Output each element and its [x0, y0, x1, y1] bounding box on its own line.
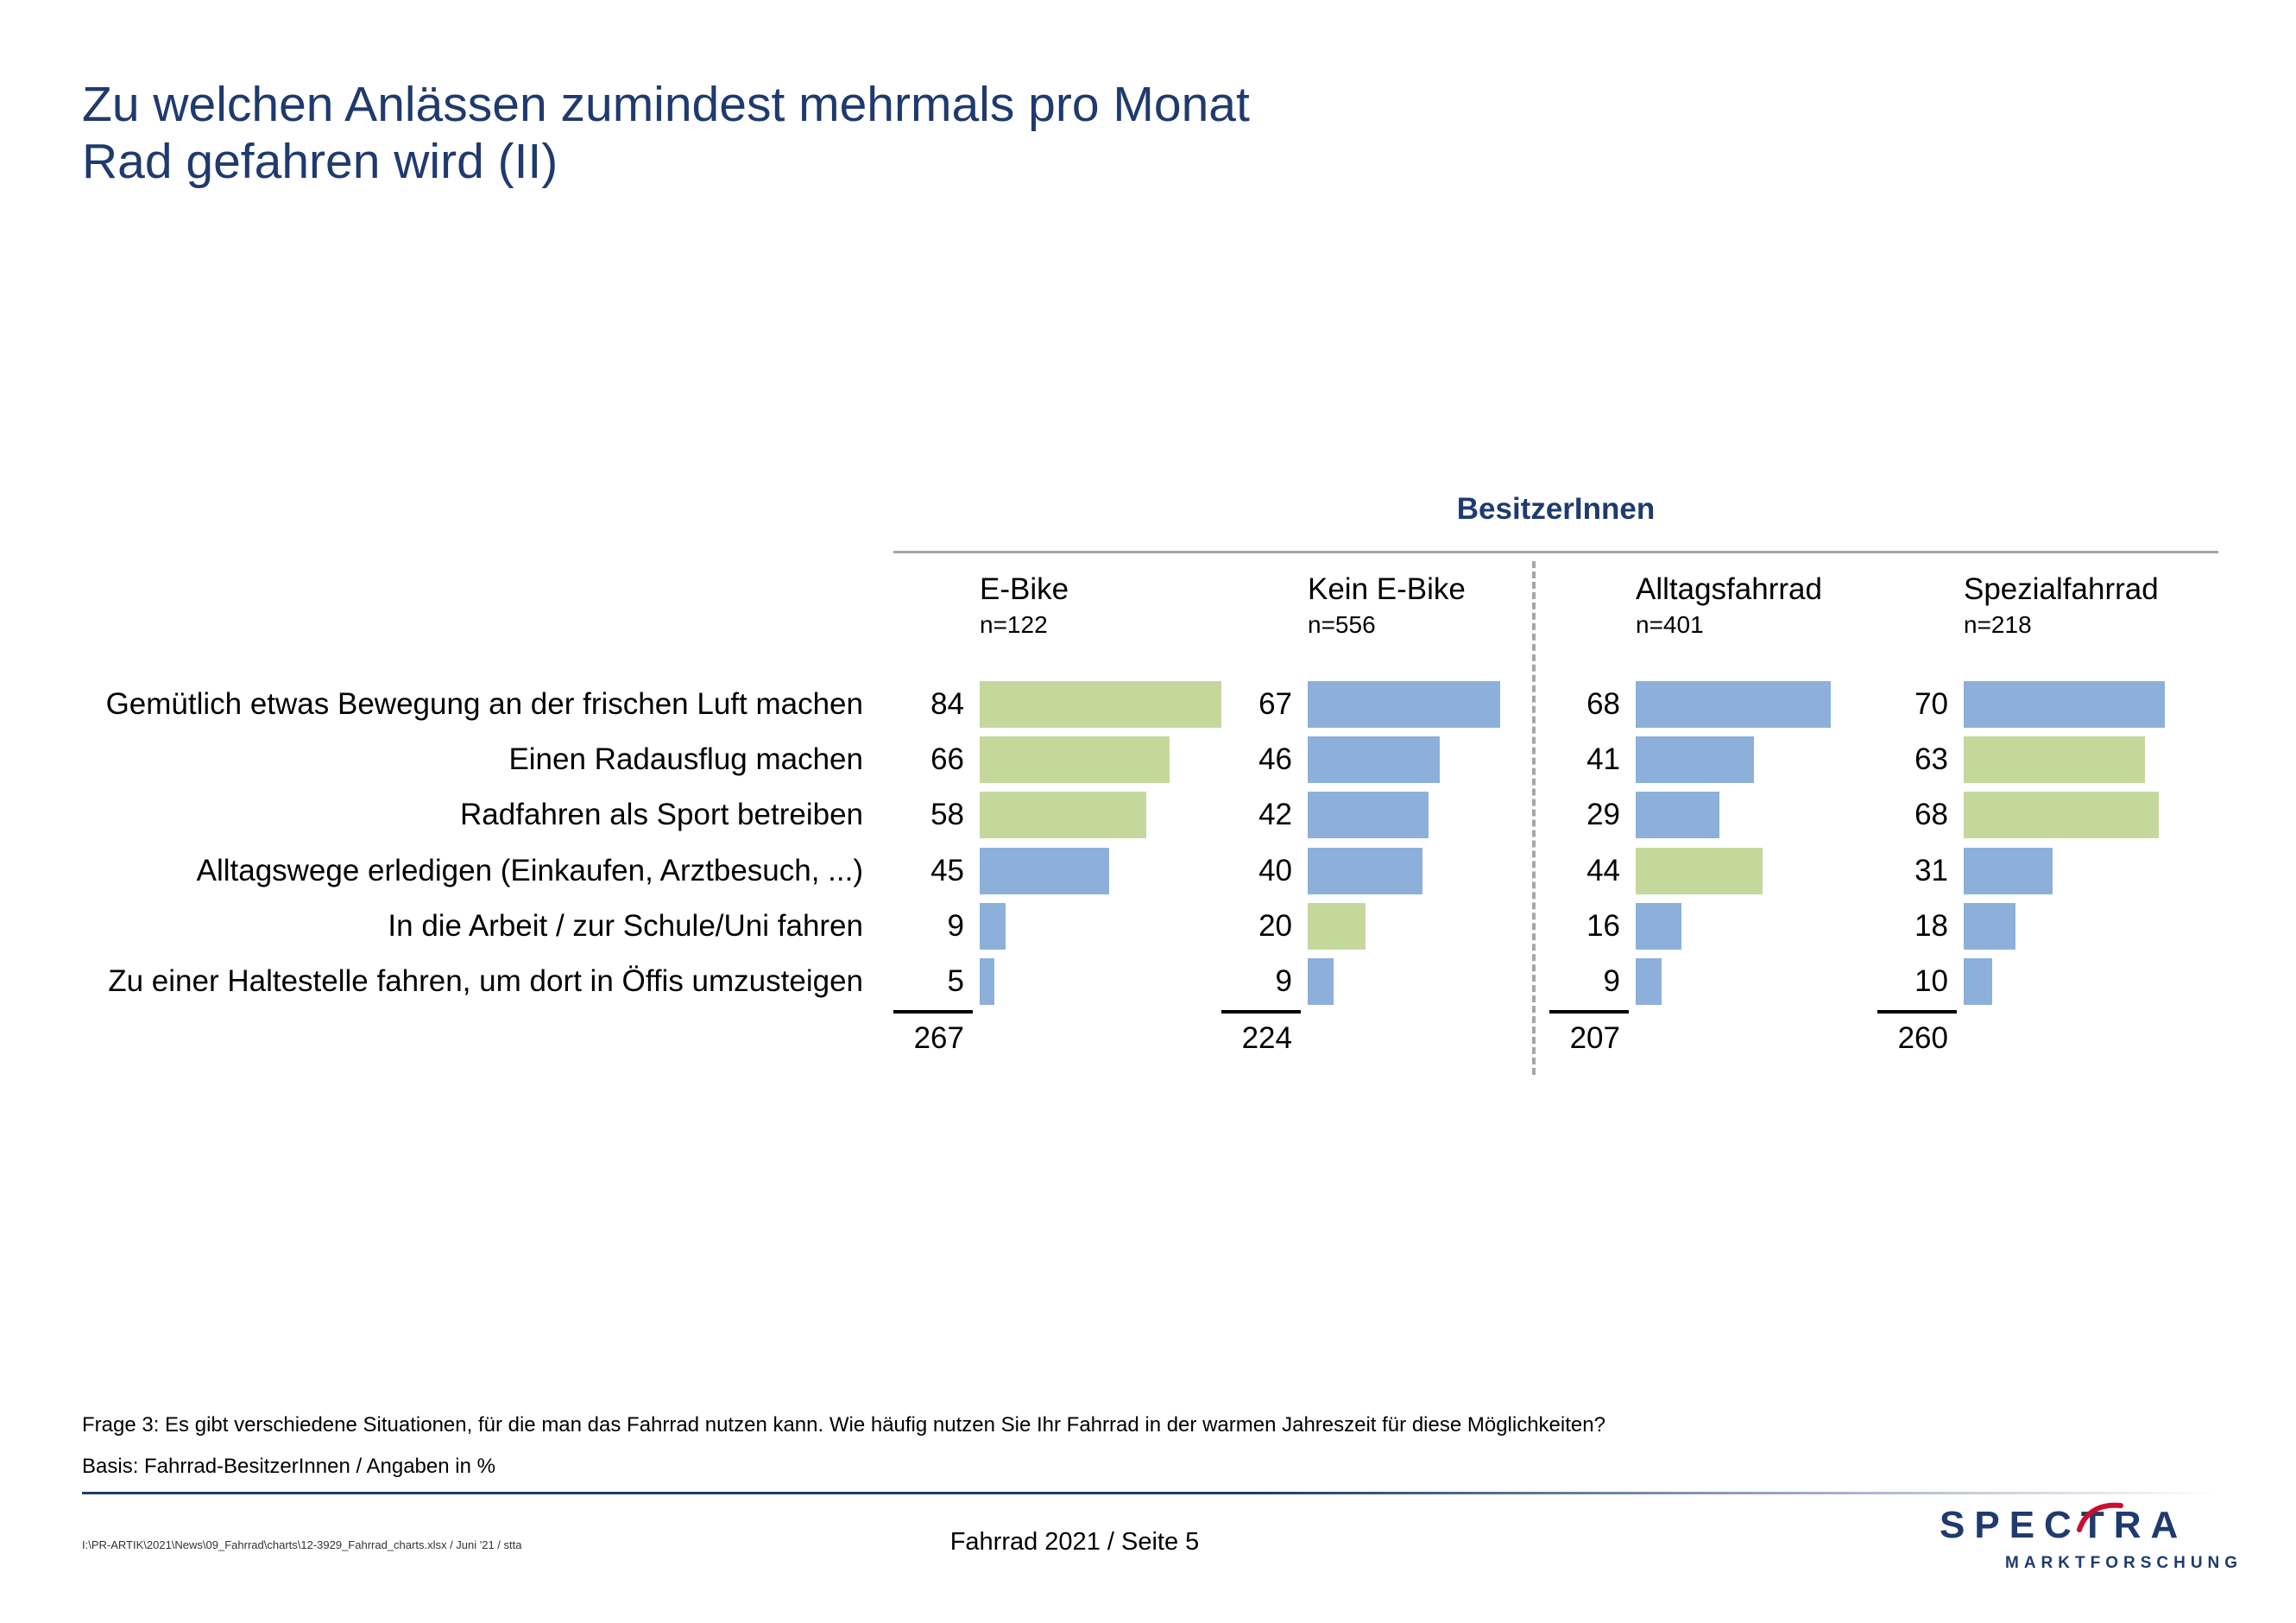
- data-label: 68: [1914, 798, 1948, 832]
- bar: [980, 681, 1221, 728]
- total-line: [1549, 1010, 1629, 1014]
- total-value: 267: [913, 1021, 964, 1055]
- data-label: 5: [947, 964, 964, 998]
- series-name: Alltagsfahrrad: [1636, 572, 1822, 606]
- row-label: Alltagswege erledigen (Einkaufen, Arztbe…: [196, 853, 863, 887]
- data-label: 63: [1914, 742, 1948, 777]
- group-title: BesitzerInnen: [1456, 492, 1656, 526]
- data-label: 20: [1258, 908, 1292, 943]
- bar: [1308, 847, 1423, 894]
- bar: [1308, 902, 1366, 950]
- bar: [1636, 958, 1662, 1005]
- bar: [1964, 681, 2166, 728]
- spectra-logo: SPECTRA MARKTFORSCHUNG: [1938, 1500, 2237, 1582]
- bar: [980, 792, 1147, 839]
- data-label: 44: [1586, 853, 1620, 887]
- data-label: 46: [1258, 742, 1292, 777]
- data-label: 68: [1586, 687, 1620, 721]
- bar: [1964, 792, 2160, 839]
- bar: [1964, 847, 2053, 894]
- bar: [1964, 902, 2015, 950]
- column-header: Alltagsfahrrad n=401: [1636, 572, 1822, 641]
- total-line: [1221, 1010, 1301, 1014]
- logo-word: SPECTRA: [1940, 1504, 2188, 1546]
- bar: [1308, 681, 1501, 728]
- column-header: E-Bike n=122: [980, 572, 1069, 641]
- column-separator: [1532, 561, 1536, 1075]
- page-title: Zu welchen Anlässen zumindest mehrmals p…: [82, 76, 1549, 190]
- bar: [1636, 847, 1763, 894]
- data-label: 58: [930, 798, 964, 832]
- bar: [1308, 958, 1334, 1005]
- bar: [980, 902, 1006, 950]
- series-name: E-Bike: [980, 572, 1069, 606]
- column-header: Spezialfahrrad n=218: [1964, 572, 2159, 641]
- data-label: 10: [1914, 964, 1948, 998]
- data-label: 41: [1586, 742, 1620, 777]
- series-name: Spezialfahrrad: [1964, 572, 2159, 606]
- series-name: Kein E-Bike: [1308, 572, 1466, 606]
- bar: [1308, 792, 1429, 839]
- data-label: 40: [1258, 853, 1292, 887]
- row-label: In die Arbeit / zur Schule/Uni fahren: [388, 908, 863, 943]
- bar: [980, 736, 1170, 784]
- bar: [980, 847, 1109, 894]
- data-label: 70: [1914, 687, 1948, 721]
- bar: [1636, 792, 1719, 839]
- bar: [1636, 902, 1682, 950]
- group-divider-line: [893, 551, 2218, 553]
- question-footnote: Frage 3: Es gibt verschiedene Situatione…: [82, 1413, 1605, 1437]
- data-label: 9: [1275, 964, 1292, 998]
- sample-size: n=122: [980, 611, 1048, 638]
- bar: [1964, 958, 1993, 1005]
- basis-footnote: Basis: Fahrrad-BesitzerInnen / Angaben i…: [82, 1455, 495, 1478]
- data-label: 31: [1914, 853, 1948, 887]
- data-label: 84: [930, 687, 964, 721]
- sample-size: n=556: [1308, 611, 1376, 638]
- total-line: [893, 1010, 973, 1014]
- data-label: 67: [1258, 687, 1292, 721]
- total-value: 207: [1569, 1021, 1620, 1055]
- data-label: 29: [1586, 798, 1620, 832]
- page-footer: Fahrrad 2021 / Seite 5: [949, 1528, 1200, 1556]
- total-line: [1877, 1010, 1957, 1014]
- page-title-line-1: Zu welchen Anlässen zumindest mehrmals p…: [82, 77, 1250, 132]
- file-path: I:\PR-ARTIK\2021\News\09_Fahrrad\charts\…: [82, 1538, 522, 1551]
- bar: [1636, 681, 1832, 728]
- bar: [1636, 736, 1754, 784]
- data-label: 45: [930, 853, 964, 887]
- total-value: 224: [1241, 1021, 1292, 1055]
- row-label: Radfahren als Sport betreiben: [460, 798, 863, 832]
- total-value: 260: [1897, 1021, 1948, 1055]
- data-label: 66: [930, 742, 964, 777]
- data-label: 42: [1258, 798, 1292, 832]
- footer-divider: [82, 1492, 2218, 1494]
- sample-size: n=401: [1636, 611, 1704, 638]
- bar: [1964, 736, 2145, 784]
- row-label: Einen Radausflug machen: [508, 742, 863, 777]
- page-title-line-2: Rad gefahren wird (II): [82, 134, 558, 189]
- row-label: Gemütlich etwas Bewegung an der frischen…: [105, 687, 863, 721]
- column-header: Kein E-Bike n=556: [1308, 572, 1466, 641]
- row-label: Zu einer Haltestelle fahren, um dort in …: [108, 964, 863, 998]
- bar: [1308, 736, 1441, 784]
- data-label: 18: [1914, 908, 1948, 943]
- data-label: 9: [947, 908, 964, 943]
- spectra-swoosh-icon: [2077, 1502, 2123, 1532]
- bar: [980, 958, 994, 1005]
- data-label: 9: [1603, 964, 1620, 998]
- data-label: 16: [1586, 908, 1620, 943]
- logo-subtitle: MARKTFORSCHUNG: [2005, 1554, 2243, 1572]
- sample-size: n=218: [1964, 611, 2032, 638]
